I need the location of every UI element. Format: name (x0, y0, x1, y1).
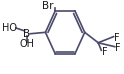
Text: HO: HO (2, 23, 17, 33)
Text: F: F (114, 33, 119, 43)
Text: F: F (115, 43, 121, 53)
Text: Br: Br (42, 1, 54, 11)
Text: F: F (102, 47, 107, 57)
Text: B: B (23, 29, 31, 39)
Text: OH: OH (20, 39, 34, 49)
